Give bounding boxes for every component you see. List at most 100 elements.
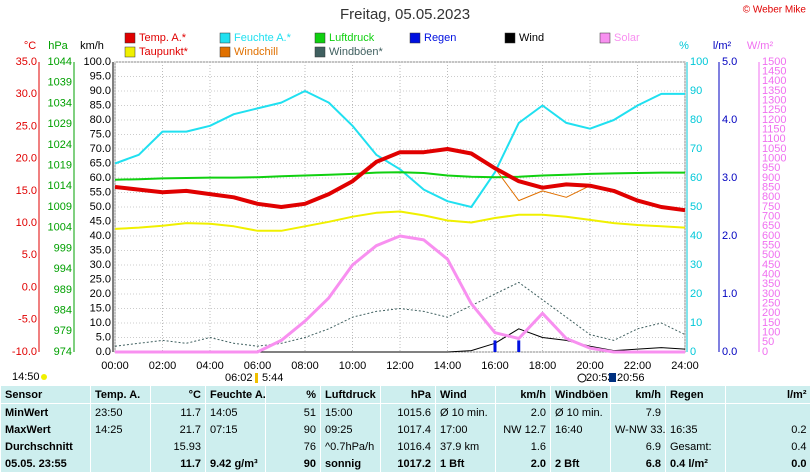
table-cell: Regen (666, 386, 726, 404)
table-cell: 23:50 (91, 404, 151, 422)
y-tick-label: 1009 (48, 201, 72, 213)
rain-bar (494, 340, 497, 352)
table-cell: 15:00 (321, 404, 381, 422)
legend-swatch (220, 47, 230, 57)
x-tick-label: 12:00 (386, 360, 414, 372)
legend-label: Windböen* (329, 46, 384, 58)
table-cell: 51 (266, 404, 321, 422)
chart: Freitag, 05.05.2023 © Weber Mike 14:50 0… (0, 0, 810, 386)
copyright: © Weber Mike (743, 5, 807, 16)
y-tick-label: 1004 (48, 222, 72, 234)
y-tick-label: 20.0 (16, 153, 37, 165)
table-cell: 16:35 (666, 421, 726, 438)
table-cell (726, 404, 810, 422)
moon-icon (578, 374, 586, 382)
table-cell: MaxWert (1, 421, 91, 438)
y-tick-label: 979 (54, 325, 72, 337)
table-cell: 2.0 (496, 455, 551, 472)
y-tick-label: 95.0 (90, 70, 111, 82)
y-tick-label: 5.0 (722, 56, 737, 68)
legend-label: Luftdruck (329, 32, 375, 44)
legend-swatch (600, 33, 610, 43)
y-tick-label: 10.0 (90, 317, 111, 329)
x-tick-label: 00:00 (101, 360, 129, 372)
annotation: 06:02 (225, 372, 253, 384)
table-cell: km/h (611, 386, 666, 404)
table-cell: 17:00 (436, 421, 496, 438)
y-tick-label: 90 (690, 85, 702, 97)
y-tick-label: 0.0 (96, 346, 111, 358)
table-cell (666, 404, 726, 422)
table-cell: 90 (266, 455, 321, 472)
table-cell: 21.7 (151, 421, 206, 438)
legend-label: Feuchte A.* (234, 32, 292, 44)
table-cell (206, 438, 266, 455)
y-tick-label: 55.0 (90, 186, 111, 198)
table-cell: Windböen (551, 386, 611, 404)
table-cell: km/h (496, 386, 551, 404)
table-cell: 07:15 (206, 421, 266, 438)
y-tick-label: 989 (54, 284, 72, 296)
y-tick-label: 1034 (48, 97, 72, 109)
axis-unit: % (679, 40, 689, 52)
y-tick-label: 35.0 (16, 56, 37, 68)
y-tick-label: 1029 (48, 118, 72, 130)
y-tick-label: 80 (690, 114, 702, 126)
table-cell: 16:40 (551, 421, 611, 438)
table-cell: 90 (266, 421, 321, 438)
y-tick-label: 70 (690, 143, 702, 155)
legend-swatch (410, 33, 420, 43)
annotation: 20:56 (617, 372, 645, 384)
y-tick-label: 70.0 (90, 143, 111, 155)
table-cell: °C (151, 386, 206, 404)
y-tick-label: 30.0 (16, 88, 37, 100)
y-tick-label: 30.0 (90, 259, 111, 271)
legend-label: Temp. A.* (139, 32, 187, 44)
x-tick-label: 16:00 (481, 360, 509, 372)
table-cell (91, 455, 151, 472)
table-cell: 37.9 km (436, 438, 496, 455)
table-cell: 14:05 (206, 404, 266, 422)
legend-swatch (220, 33, 230, 43)
x-tick-label: 18:00 (529, 360, 557, 372)
legend-label: Taupunkt* (139, 46, 189, 58)
table-cell: Wind (436, 386, 496, 404)
table-cell: Sensor (1, 386, 91, 404)
table-cell: 6.8 (611, 455, 666, 472)
y-tick-label: 10.0 (16, 217, 37, 229)
y-tick-label: 40 (690, 230, 702, 242)
table-cell: % (266, 386, 321, 404)
y-tick-label: 30 (690, 259, 702, 271)
y-tick-label: 994 (54, 263, 72, 275)
table-cell: 11.7 (151, 404, 206, 422)
sun-icon (41, 374, 47, 380)
y-tick-label: 35.0 (90, 244, 111, 256)
legend-swatch (505, 33, 515, 43)
y-tick-label: 15.0 (16, 185, 37, 197)
table-cell: Durchschnitt (1, 438, 91, 455)
legend-label: Wind (519, 32, 544, 44)
table-cell: 14:25 (91, 421, 151, 438)
table-cell: W-NW 33.8 (611, 421, 666, 438)
y-tick-label: 45.0 (90, 215, 111, 227)
legend-swatch (125, 47, 135, 57)
table-cell: 2 Bft (551, 455, 611, 472)
y-tick-label: 75.0 (90, 128, 111, 140)
legend-swatch (125, 33, 135, 43)
table-cell: 76 (266, 438, 321, 455)
y-tick-label: 984 (54, 304, 72, 316)
y-tick-label: 85.0 (90, 99, 111, 111)
table-cell: Ø 10 min. (436, 404, 496, 422)
x-tick-label: 08:00 (291, 360, 319, 372)
y-tick-label: 1039 (48, 77, 72, 89)
table-cell: Temp. A. (91, 386, 151, 404)
annotation: 14:50 (12, 371, 40, 383)
y-tick-label: 1044 (48, 56, 72, 68)
y-tick-label: 5.0 (22, 249, 37, 261)
axis-unit: l/m² (713, 40, 732, 52)
